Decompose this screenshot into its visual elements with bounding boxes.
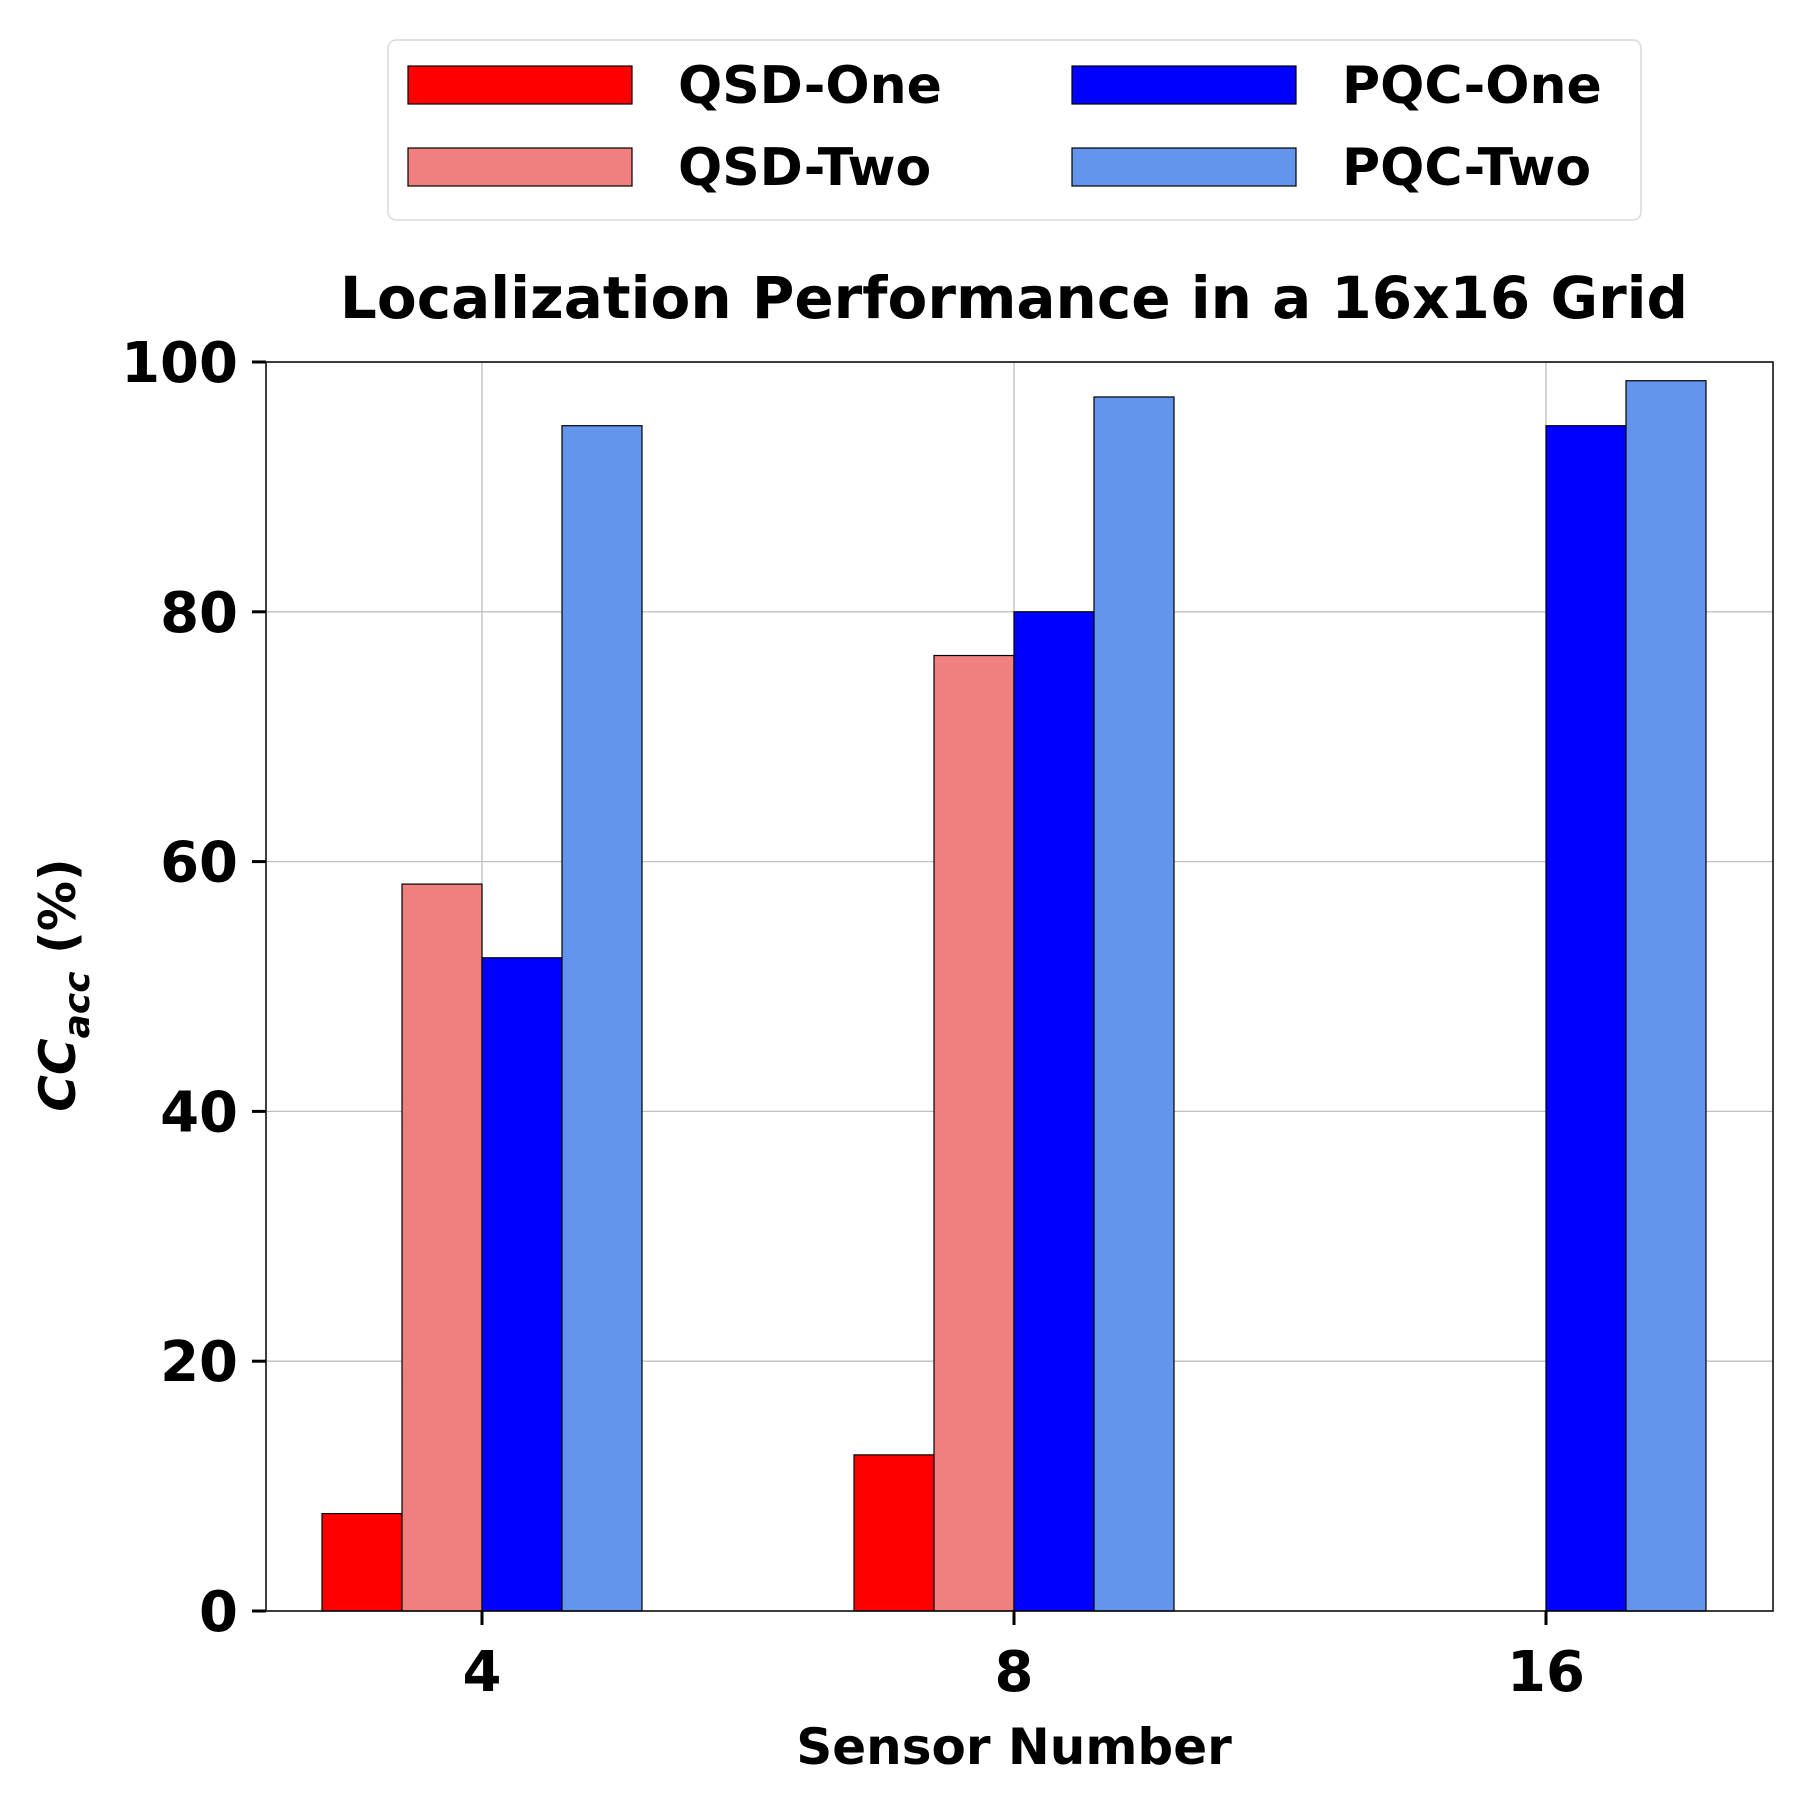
bar-pqc-one-4 bbox=[481, 957, 563, 1612]
plot-area: 0 20 40 60 80 100 4 8 16 bbox=[121, 331, 1774, 1705]
bar-pqc-one-8 bbox=[1013, 611, 1095, 1612]
legend-frame bbox=[387, 39, 1642, 221]
bars bbox=[321, 380, 1707, 1612]
legend-label-qsd-one: QSD-One bbox=[678, 56, 942, 116]
y-axis-label: CCacc (%) bbox=[29, 858, 98, 1112]
y-tick-label-0: 0 bbox=[199, 1580, 238, 1645]
bar-pqc-two-8 bbox=[1093, 396, 1175, 1612]
bar-qsd-two-4 bbox=[401, 883, 483, 1612]
legend-label-pqc-one: PQC-One bbox=[1342, 56, 1602, 116]
plot-frame bbox=[265, 361, 1774, 1612]
bar-pqc-two-16 bbox=[1625, 380, 1707, 1612]
legend-items: QSD-One QSD-Two PQC-One PQC-Two bbox=[407, 56, 1602, 198]
x-axis: 4 8 16 bbox=[463, 1611, 1585, 1705]
x-tick-label-2: 16 bbox=[1507, 1640, 1585, 1705]
chart-title: Localization Performance in a 16x16 Grid bbox=[340, 264, 1688, 332]
x-tick-label-0: 4 bbox=[463, 1640, 502, 1705]
y-axis-label-suffix: (%) bbox=[29, 858, 87, 971]
legend-label-pqc-two: PQC-Two bbox=[1342, 138, 1591, 198]
y-tick-label-3: 60 bbox=[160, 831, 238, 896]
legend: QSD-One QSD-Two PQC-One PQC-Two bbox=[387, 39, 1642, 221]
y-tick-label-1: 20 bbox=[160, 1330, 238, 1395]
y-tick-label-5: 100 bbox=[121, 331, 238, 396]
bar-pqc-two-4 bbox=[561, 425, 643, 1612]
x-axis-label: Sensor Number bbox=[796, 1718, 1232, 1776]
legend-swatch-qsd-two bbox=[407, 147, 633, 187]
y-axis: 0 20 40 60 80 100 bbox=[121, 331, 266, 1645]
legend-swatch-pqc-two bbox=[1071, 147, 1297, 187]
y-tick-label-2: 40 bbox=[160, 1080, 238, 1145]
y-tick-label-4: 80 bbox=[160, 581, 238, 646]
legend-swatch-pqc-one bbox=[1071, 65, 1297, 105]
bar-qsd-one-8 bbox=[853, 1454, 935, 1612]
legend-swatch-qsd-one bbox=[407, 65, 633, 105]
x-tick-label-1: 8 bbox=[995, 1640, 1034, 1705]
y-axis-label-main: CC bbox=[29, 1038, 87, 1112]
bar-pqc-one-16 bbox=[1545, 425, 1627, 1612]
y-axis-label-subscript: acc bbox=[57, 971, 98, 1038]
bar-qsd-two-8 bbox=[933, 654, 1015, 1612]
legend-label-qsd-two: QSD-Two bbox=[678, 138, 931, 198]
bar-qsd-one-4 bbox=[321, 1512, 403, 1612]
